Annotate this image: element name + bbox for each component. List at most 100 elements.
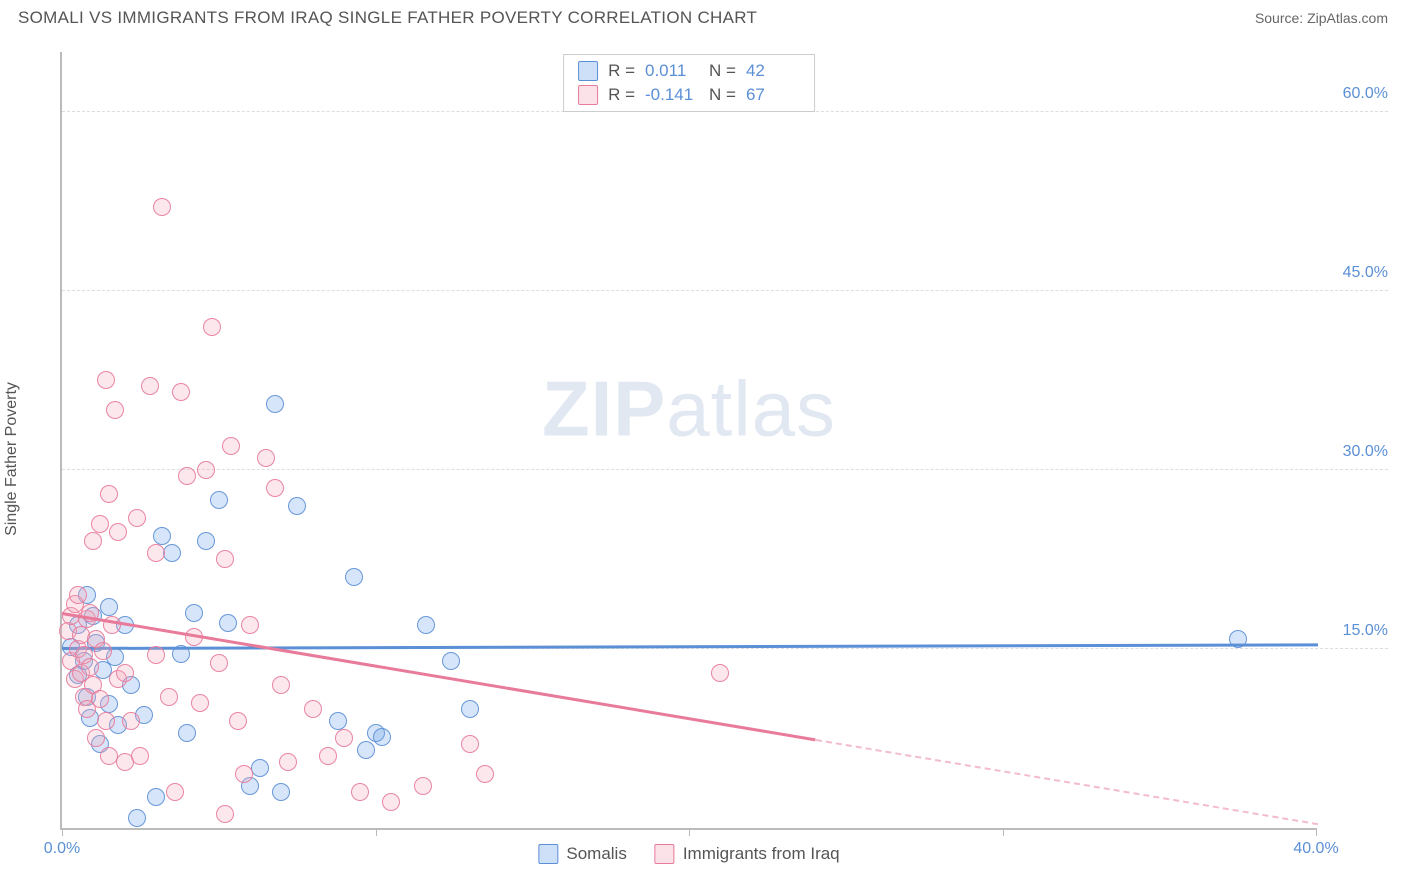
data-point xyxy=(178,467,196,485)
data-point xyxy=(461,700,479,718)
source-attribution: Source: ZipAtlas.com xyxy=(1255,10,1388,26)
data-point xyxy=(345,568,363,586)
data-point xyxy=(153,527,171,545)
data-point xyxy=(216,805,234,823)
data-point xyxy=(131,747,149,765)
data-point xyxy=(461,735,479,753)
data-point xyxy=(147,544,165,562)
plot-area: ZIPatlas R = 0.011 N = 42 R = -0.141 N =… xyxy=(60,52,1316,830)
data-point xyxy=(100,598,118,616)
data-point xyxy=(116,664,134,682)
trend-line xyxy=(62,612,816,741)
data-point xyxy=(197,532,215,550)
data-point xyxy=(351,783,369,801)
data-point xyxy=(329,712,347,730)
data-point xyxy=(84,532,102,550)
data-point xyxy=(160,688,178,706)
data-point xyxy=(357,741,375,759)
data-point xyxy=(91,515,109,533)
data-point xyxy=(109,523,127,541)
data-point xyxy=(100,485,118,503)
trend-line xyxy=(815,739,1318,825)
source-link[interactable]: ZipAtlas.com xyxy=(1307,10,1388,26)
data-point xyxy=(266,479,284,497)
x-tick-label: 40.0% xyxy=(1293,840,1338,858)
data-point xyxy=(414,777,432,795)
data-point xyxy=(141,377,159,395)
source-label: Source: xyxy=(1255,10,1303,26)
data-point xyxy=(81,658,99,676)
data-point xyxy=(216,550,234,568)
y-tick-label: 45.0% xyxy=(1324,264,1388,282)
y-axis-label: Single Father Poverty xyxy=(3,382,21,536)
data-point xyxy=(191,694,209,712)
x-tick xyxy=(689,828,690,836)
swatch-iraq xyxy=(578,85,598,105)
data-point xyxy=(272,676,290,694)
x-tick-label: 0.0% xyxy=(44,840,80,858)
legend-label-somalis: Somalis xyxy=(566,844,626,864)
data-point xyxy=(272,783,290,801)
data-point xyxy=(210,491,228,509)
correlation-legend: R = 0.011 N = 42 R = -0.141 N = 67 xyxy=(563,54,815,112)
data-point xyxy=(373,728,391,746)
data-point xyxy=(203,318,221,336)
data-point xyxy=(229,712,247,730)
data-point xyxy=(257,449,275,467)
data-point xyxy=(442,652,460,670)
x-tick xyxy=(62,828,63,836)
legend-item-iraq: Immigrants from Iraq xyxy=(655,844,840,864)
data-point xyxy=(97,371,115,389)
watermark: ZIPatlas xyxy=(542,363,836,454)
data-point xyxy=(128,809,146,827)
swatch-somalis-icon xyxy=(538,844,558,864)
data-point xyxy=(128,509,146,527)
data-point xyxy=(185,604,203,622)
data-point xyxy=(178,724,196,742)
chart-container: Single Father Poverty ZIPatlas R = 0.011… xyxy=(18,44,1388,874)
data-point xyxy=(711,664,729,682)
x-tick xyxy=(376,828,377,836)
data-point xyxy=(251,759,269,777)
data-point xyxy=(153,198,171,216)
data-point xyxy=(335,729,353,747)
data-point xyxy=(417,616,435,634)
series-legend: Somalis Immigrants from Iraq xyxy=(538,844,839,864)
swatch-iraq-icon xyxy=(655,844,675,864)
data-point xyxy=(319,747,337,765)
data-point xyxy=(210,654,228,672)
legend-item-somalis: Somalis xyxy=(538,844,626,864)
legend-row-iraq: R = -0.141 N = 67 xyxy=(564,83,814,107)
data-point xyxy=(94,642,112,660)
data-point xyxy=(147,788,165,806)
data-point xyxy=(166,783,184,801)
y-tick-label: 15.0% xyxy=(1324,622,1388,640)
data-point xyxy=(147,646,165,664)
data-point xyxy=(69,586,87,604)
data-point xyxy=(241,616,259,634)
data-point xyxy=(288,497,306,515)
swatch-somalis xyxy=(578,61,598,81)
data-point xyxy=(222,437,240,455)
legend-label-iraq: Immigrants from Iraq xyxy=(683,844,840,864)
data-point xyxy=(106,401,124,419)
data-point xyxy=(304,700,322,718)
y-tick-label: 30.0% xyxy=(1324,443,1388,461)
data-point xyxy=(235,765,253,783)
x-tick xyxy=(1316,828,1317,836)
data-point xyxy=(91,690,109,708)
data-point xyxy=(279,753,297,771)
gridline xyxy=(62,469,1388,470)
data-point xyxy=(266,395,284,413)
x-tick xyxy=(1003,828,1004,836)
data-point xyxy=(122,712,140,730)
data-point xyxy=(97,712,115,730)
data-point xyxy=(476,765,494,783)
data-point xyxy=(219,614,237,632)
data-point xyxy=(172,383,190,401)
data-point xyxy=(382,793,400,811)
data-point xyxy=(163,544,181,562)
legend-row-somalis: R = 0.011 N = 42 xyxy=(564,59,814,83)
data-point xyxy=(197,461,215,479)
data-point xyxy=(87,729,105,747)
